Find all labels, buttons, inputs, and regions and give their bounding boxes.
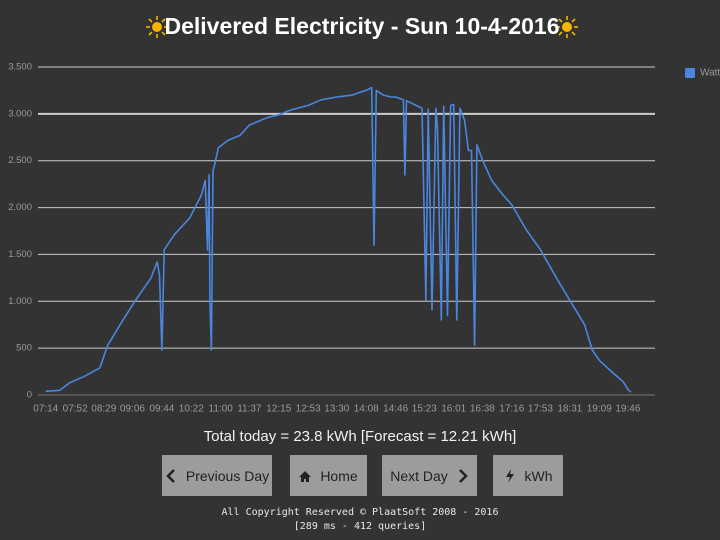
x-tick-label: 07:14 — [33, 404, 58, 415]
button-label: Home — [320, 467, 358, 484]
bolt-icon — [505, 468, 514, 483]
sun-icon — [146, 16, 168, 38]
total-text: Total today = 23.8 kWh [Forecast = 12.21… — [203, 428, 517, 445]
home-button[interactable]: Home — [290, 455, 367, 496]
previous-day-button[interactable]: Previous Day — [162, 455, 272, 496]
legend-swatch — [685, 68, 695, 78]
y-tick-label: 2.500 — [8, 155, 32, 166]
y-tick-label: 1.000 — [8, 296, 32, 307]
x-tick-label: 19:46 — [615, 404, 640, 415]
x-tick-label: 18:31 — [557, 404, 582, 415]
button-label: kWh — [524, 467, 553, 484]
data-line — [45, 86, 632, 393]
y-tick-label: 500 — [16, 343, 32, 354]
query-stats: [289 ms - 412 queries] — [293, 521, 427, 532]
x-tick-label: 08:29 — [91, 404, 116, 415]
x-tick-label: 07:52 — [63, 404, 88, 415]
x-tick-label: 11:00 — [209, 404, 234, 415]
x-tick-label: 19:09 — [587, 404, 612, 415]
copyright: All Copyright Reserved © PlaatSoft 2008 … — [221, 507, 499, 518]
legend-label: Watt — [700, 68, 720, 79]
next-day-button[interactable]: Next Day — [382, 455, 477, 496]
x-tick-label: 15:23 — [412, 404, 437, 415]
x-tick-label: 16:38 — [470, 404, 495, 415]
x-tick-label: 09:06 — [120, 404, 145, 415]
y-tick-label: 0 — [27, 390, 32, 401]
home-icon — [299, 470, 312, 482]
x-tick-label: 11:37 — [237, 404, 262, 415]
x-tick-label: 17:16 — [499, 404, 524, 415]
kwh-button[interactable]: kWh — [493, 455, 563, 496]
x-tick-label: 12:53 — [296, 404, 321, 415]
chevron-right-icon — [458, 468, 468, 483]
x-tick-label: 09:44 — [149, 404, 174, 415]
x-tick-label: 12:15 — [266, 404, 291, 415]
x-tick-label: 17:53 — [528, 404, 553, 415]
y-tick-label: 3.500 — [8, 62, 32, 73]
y-tick-label: 2.000 — [8, 202, 32, 213]
x-tick-label: 14:46 — [383, 404, 408, 415]
y-tick-label: 3.000 — [8, 108, 32, 119]
chart-title: Delivered Electricity - Sun 10-4-2016 — [164, 13, 559, 39]
chevron-left-icon — [166, 468, 175, 483]
x-tick-label: 10:22 — [179, 404, 204, 415]
x-tick-label: 13:30 — [324, 404, 349, 415]
x-tick-label: 14:08 — [354, 404, 379, 415]
sun-icon — [556, 16, 578, 38]
chart: Delivered Electricity - Sun 10-4-2016 0 5… — [8, 13, 720, 415]
x-tick-label: 16:01 — [441, 404, 466, 415]
button-label: Previous Day — [185, 467, 270, 484]
button-label: Next Day — [390, 467, 448, 484]
y-tick-label: 1.500 — [8, 249, 32, 260]
